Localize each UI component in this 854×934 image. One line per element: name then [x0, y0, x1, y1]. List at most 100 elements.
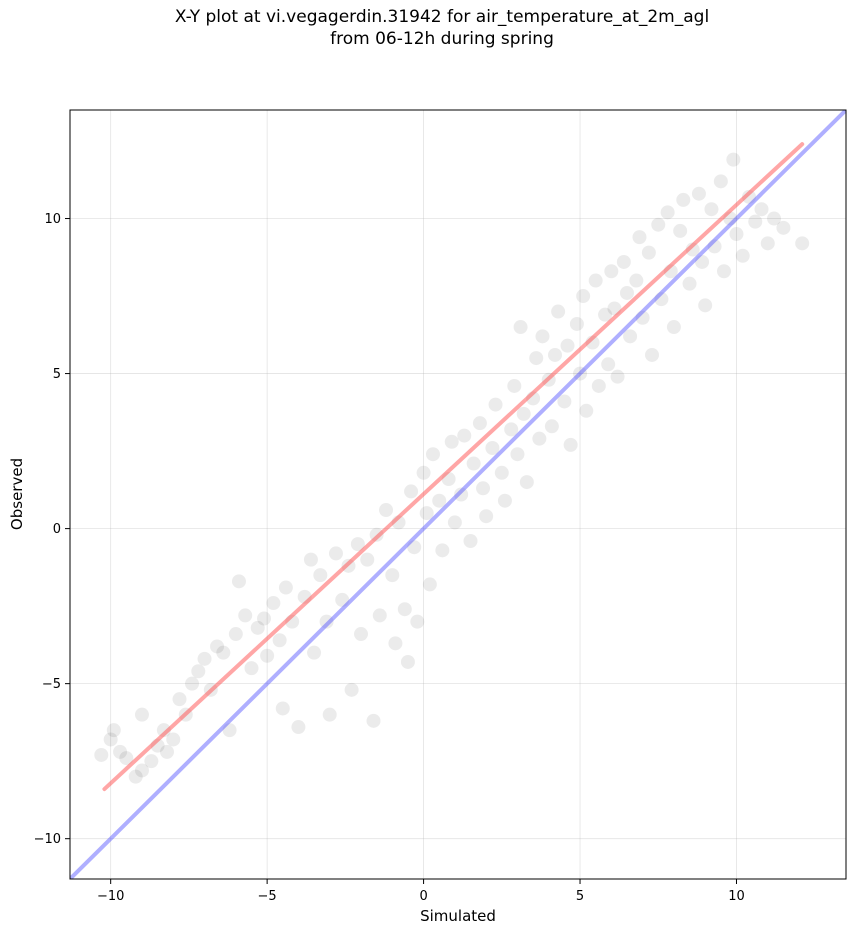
scatter-point [513, 320, 528, 335]
scatter-point [335, 592, 350, 607]
scatter-point [551, 304, 566, 319]
scatter-point [260, 648, 275, 663]
scatter-point [407, 540, 422, 555]
scatter-point [291, 720, 306, 735]
scatter-point [507, 378, 522, 393]
scatter-point [485, 440, 500, 455]
scatter-point [354, 627, 368, 642]
scatter-point [623, 329, 638, 344]
scatter-point [588, 273, 603, 288]
x-tick-label: −10 [97, 889, 124, 904]
scatter-point [432, 493, 447, 508]
scatter-point [463, 534, 478, 549]
scatter-point [435, 543, 450, 558]
scatter-point [713, 174, 728, 189]
scatter-point [272, 633, 287, 648]
scatter-point [776, 220, 791, 235]
y-tick-label: 0 [53, 522, 61, 537]
data-points [94, 152, 810, 784]
scatter-point [166, 732, 181, 747]
scatter-point [422, 577, 437, 592]
y-axis-label: Observed [8, 458, 26, 530]
scatter-point [344, 682, 359, 697]
scatter-point [698, 298, 713, 313]
scatter-point [128, 769, 143, 784]
scatter-point [716, 264, 731, 279]
scatter-point [651, 217, 666, 232]
scatter-point [275, 701, 290, 716]
scatter-point [516, 406, 531, 421]
scatter-point [210, 639, 225, 654]
scatter-point [635, 310, 650, 325]
scatter-point [191, 664, 206, 679]
scatter-point [569, 316, 584, 331]
scatter-point [544, 419, 559, 434]
scatter-point [360, 552, 375, 567]
scatter-point [532, 431, 547, 446]
scatter-point [419, 506, 434, 521]
scatter-point [266, 596, 281, 611]
scatter-point [404, 484, 419, 499]
scatter-point [704, 202, 719, 217]
scatter-point [307, 645, 322, 660]
chart-title-line-1: X-Y plot at vi.vegagerdin.31942 for air_… [174, 7, 710, 27]
scatter-point [319, 614, 334, 629]
scatter-point [510, 447, 525, 462]
scatter-point [673, 223, 688, 238]
scatter-point [425, 447, 440, 462]
scatter-point [748, 214, 763, 229]
chart-title-line-2: from 06-12h during spring [330, 29, 554, 49]
scatter-point [629, 273, 644, 288]
scatter-point [476, 481, 491, 496]
scatter-point [619, 285, 634, 300]
scatter-point [760, 236, 775, 251]
scatter-point [488, 397, 503, 412]
scatter-point [576, 289, 591, 304]
scatter-point [726, 152, 741, 167]
scatter-point [616, 254, 631, 269]
x-tick-label: 10 [728, 889, 745, 904]
scatter-point [548, 347, 562, 362]
scatter-point [504, 422, 519, 437]
scatter-point [654, 292, 669, 307]
y-tick-label: 10 [44, 212, 61, 227]
scatter-point [573, 366, 588, 381]
scatter-point [366, 713, 381, 728]
x-tick-label: 0 [419, 889, 427, 904]
x-axis-label: Simulated [420, 907, 496, 925]
scatter-point [144, 754, 159, 769]
scatter-point [479, 509, 494, 524]
scatter-point [535, 329, 550, 344]
scatter-point [172, 692, 187, 707]
scatter-point [497, 493, 512, 508]
scatter-point [645, 347, 659, 362]
scatter-point [231, 574, 246, 589]
y-tick-label: −10 [34, 832, 61, 847]
scatter-point [754, 202, 769, 217]
scatter-point [94, 747, 109, 762]
scatter-point [313, 568, 328, 583]
scatter-point [216, 645, 231, 660]
chart-title: X-Y plot at vi.vegagerdin.31942 for air_… [0, 6, 854, 50]
scatter-point [350, 537, 365, 552]
scatter-point [328, 546, 343, 561]
reference-lines [70, 110, 846, 879]
scatter-point [119, 751, 134, 766]
scatter-point [660, 205, 675, 220]
scatter-point [278, 580, 293, 595]
scatter-point [113, 744, 128, 759]
scatter-point [410, 614, 425, 629]
scatter-point [557, 394, 572, 409]
regression-line [102, 142, 805, 792]
x-tick-label: −5 [258, 889, 277, 904]
scatter-point [742, 189, 756, 204]
axis-ticks: −10 −5 0 5 10 −10 −5 0 5 10 [34, 212, 745, 904]
scatter-point [604, 264, 619, 279]
scatter-point [795, 236, 810, 251]
scatter-point [676, 192, 691, 207]
scatter-point [601, 357, 616, 372]
scatter-point [379, 503, 394, 518]
y-tick-label: 5 [53, 367, 61, 382]
scatter-point [388, 636, 403, 651]
